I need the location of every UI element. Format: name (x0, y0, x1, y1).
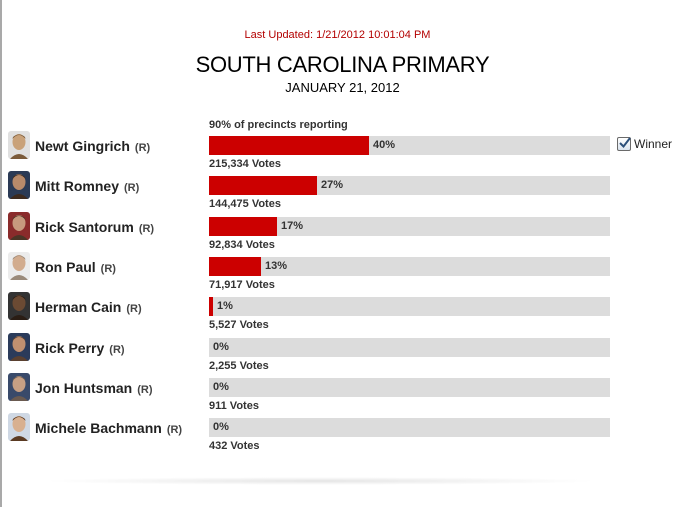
candidate-name-text: Ron Paul (35, 258, 96, 275)
candidate-name-text: Jon Huntsman (35, 379, 133, 396)
percent-label: 0% (213, 380, 229, 393)
vote-bar-track: 1% (209, 297, 610, 317)
candidate-row: Newt Gingrich (R) 40% 215,334 Votes Winner (0, 131, 675, 171)
vote-count: 144,475 Votes (209, 198, 281, 211)
party-label: (R) (138, 222, 155, 235)
vote-count: 92,834 Votes (209, 238, 275, 251)
party-label: (R) (100, 262, 116, 275)
vote-bar-fill (209, 216, 277, 236)
party-label: (R) (124, 182, 140, 195)
party-label: (R) (134, 142, 151, 154)
checkmark-icon (617, 137, 631, 151)
candidate-photo (8, 211, 30, 240)
precincts-reporting: 90% of precincts reporting (209, 119, 348, 131)
candidate-row: Ron Paul (R) 13% 71,917 Votes (0, 251, 675, 292)
vote-bar-fill (209, 256, 261, 276)
percent-label: 17% (281, 219, 304, 232)
winner-indicator: Winner (617, 137, 672, 151)
page-subtitle: JANUARY 21, 2012 (285, 80, 400, 95)
candidate-name: Rick Santorum (R) (35, 219, 154, 235)
candidate-name: Ron Paul (R) (35, 259, 116, 275)
vote-bar-fill (209, 136, 369, 155)
page-title: SOUTH CAROLINA PRIMARY (195, 52, 490, 77)
party-label: (R) (126, 303, 142, 316)
candidate-name-text: Rick Santorum (35, 218, 134, 235)
candidate-name-text: Mitt Romney (35, 178, 119, 195)
candidate-photo (8, 372, 30, 401)
bottom-shadow (40, 477, 600, 485)
percent-label: 13% (265, 259, 288, 272)
party-label: (R) (137, 383, 153, 396)
vote-count: 5,527 Votes (209, 319, 269, 332)
candidate-name-text: Herman Cain (35, 299, 122, 316)
vote-count: 215,334 Votes (209, 158, 281, 170)
candidate-photo (8, 251, 30, 280)
party-label: (R) (109, 343, 125, 356)
candidate-name: Jon Huntsman (R) (35, 380, 153, 396)
candidate-photo (8, 332, 30, 361)
candidate-name: Mitt Romney (R) (35, 178, 139, 194)
candidate-name: Michele Bachmann (R) (35, 420, 182, 436)
vote-count: 71,917 Votes (209, 278, 275, 291)
candidate-photo (8, 292, 30, 321)
vote-count: 911 Votes (209, 399, 259, 412)
candidate-row: Michele Bachmann (R) 0% 432 Votes (0, 413, 675, 453)
vote-bar-track: 13% (209, 256, 610, 276)
vote-bar-track: 27% (209, 176, 610, 196)
candidate-name: Herman Cain (R) (35, 299, 142, 315)
party-label: (R) (166, 424, 183, 437)
vote-bar-fill (209, 176, 317, 196)
percent-label: 40% (373, 139, 396, 151)
candidate-name-text: Rick Perry (35, 339, 105, 356)
vote-bar-track: 0% (209, 337, 610, 357)
percent-label: 27% (321, 179, 344, 192)
percent-label: 0% (213, 340, 229, 353)
candidate-name: Rick Perry (R) (35, 340, 125, 356)
page-left-border (0, 0, 2, 507)
vote-bar-track: 0% (209, 418, 610, 438)
vote-count: 432 Votes (209, 440, 260, 453)
candidate-name-text: Michele Bachmann (35, 420, 162, 437)
candidate-row: Herman Cain (R) 1% 5,527 Votes (0, 292, 675, 332)
candidate-row: Rick Perry (R) 0% 2,255 Votes (0, 332, 675, 373)
candidate-row: Rick Santorum (R) 17% 92,834 Votes (0, 211, 675, 252)
last-updated-text: Last Updated: 1/21/2012 10:01:04 PM (244, 29, 431, 41)
winner-label: Winner (634, 137, 673, 151)
vote-count: 2,255 Votes (209, 359, 269, 372)
candidate-photo (8, 171, 30, 200)
candidate-photo (8, 413, 30, 442)
candidate-row: Jon Huntsman (R) 0% 911 Votes (0, 372, 675, 413)
percent-label: 0% (213, 421, 229, 434)
percent-label: 1% (217, 300, 233, 313)
vote-bar-track: 17% (209, 216, 610, 236)
candidate-row: Mitt Romney (R) 27% 144,475 Votes (0, 171, 675, 211)
vote-bar-fill (209, 297, 213, 317)
candidate-name: Newt Gingrich (R) (35, 138, 150, 154)
candidate-name-text: Newt Gingrich (35, 138, 130, 154)
vote-bar-track: 40% (209, 136, 610, 155)
candidate-photo (8, 131, 30, 159)
vote-bar-track: 0% (209, 377, 610, 397)
